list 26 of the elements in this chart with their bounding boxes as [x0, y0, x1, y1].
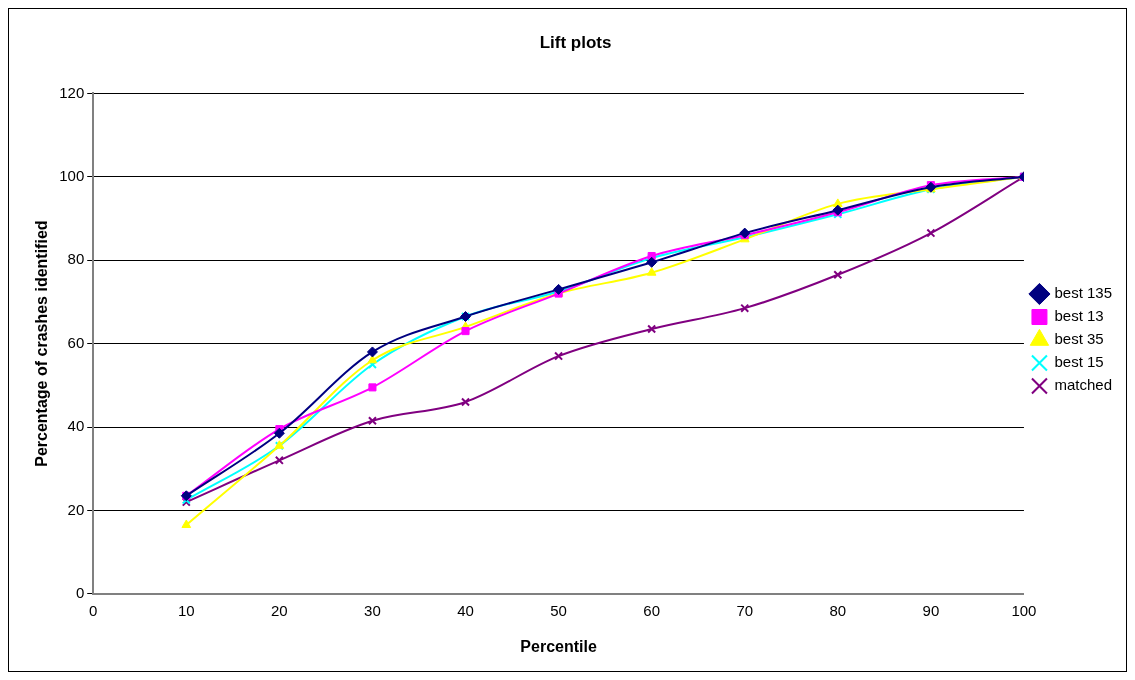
chart-title: Lift plots — [539, 32, 612, 52]
legend-label: best 135 — [1054, 284, 1112, 302]
y-axis-title: Percentage of crashes identified — [33, 220, 51, 467]
x-tick-label: 0 — [89, 601, 98, 619]
x-tick-label: 70 — [736, 601, 754, 619]
legend-label: best 15 — [1054, 353, 1104, 371]
legend-label: matched — [1054, 376, 1112, 394]
y-tick-label: 40 — [67, 417, 85, 435]
x-tick-label: 90 — [922, 601, 940, 619]
x-tick-label: 80 — [829, 601, 847, 619]
x-axis-title: Percentile — [520, 637, 597, 655]
x-tick-label: 100 — [1011, 601, 1037, 619]
x-tick-label: 20 — [271, 601, 288, 619]
legend-label: best 35 — [1054, 330, 1104, 348]
x-tick-label: 50 — [550, 601, 567, 619]
y-tick-label: 100 — [59, 166, 85, 184]
y-tick-label: 0 — [75, 583, 85, 601]
y-tick-label: 120 — [59, 83, 85, 101]
x-tick-label: 30 — [364, 601, 381, 619]
y-tick-label: 80 — [67, 250, 85, 268]
x-tick-label: 60 — [643, 601, 661, 619]
y-tick-label: 60 — [67, 333, 85, 351]
y-tick-label: 20 — [67, 500, 85, 518]
x-tick-label: 10 — [177, 601, 195, 619]
legend-label: best 13 — [1054, 307, 1104, 325]
x-tick-label: 40 — [457, 601, 474, 619]
